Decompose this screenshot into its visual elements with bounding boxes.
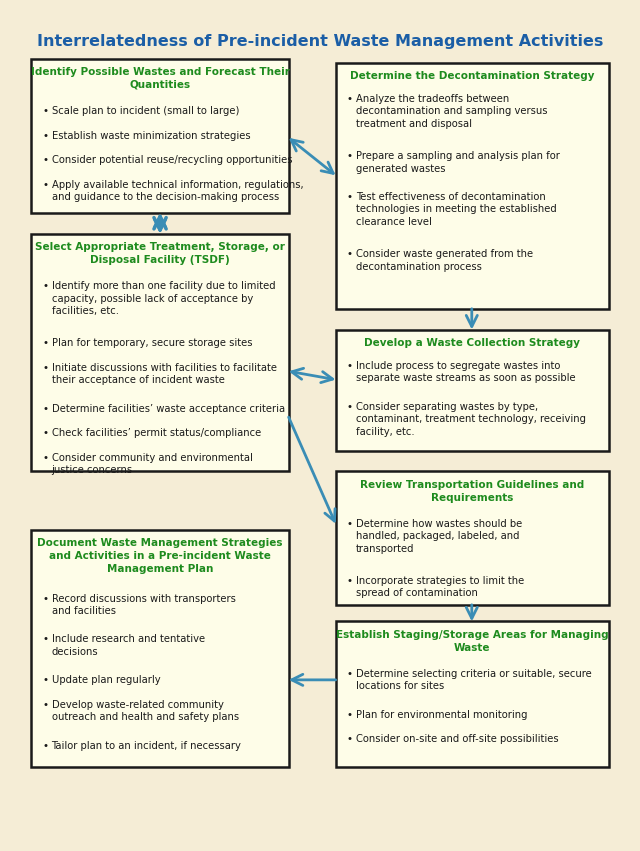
Text: Develop a Waste Collection Strategy: Develop a Waste Collection Strategy	[364, 338, 580, 348]
Text: •: •	[347, 94, 353, 104]
Text: •: •	[43, 404, 49, 414]
Text: •: •	[43, 593, 49, 603]
Text: Consider separating wastes by type,
contaminant, treatment technology, receiving: Consider separating wastes by type, cont…	[356, 402, 586, 437]
Text: Consider on-site and off-site possibilities: Consider on-site and off-site possibilit…	[356, 734, 558, 745]
Text: •: •	[347, 402, 353, 412]
Text: •: •	[347, 576, 353, 586]
Text: •: •	[43, 155, 49, 165]
Text: Interrelatedness of Pre-incident Waste Management Activities: Interrelatedness of Pre-incident Waste M…	[37, 34, 603, 49]
FancyBboxPatch shape	[336, 621, 609, 768]
Text: Incorporate strategies to limit the
spread of contamination: Incorporate strategies to limit the spre…	[356, 576, 524, 598]
Text: •: •	[347, 734, 353, 745]
Text: Apply available technical information, regulations,
and guidance to the decision: Apply available technical information, r…	[52, 180, 303, 203]
Text: Identify Possible Wastes and Forecast Their
Quantities: Identify Possible Wastes and Forecast Th…	[31, 67, 289, 89]
Text: Review Transportation Guidelines and
Requirements: Review Transportation Guidelines and Req…	[360, 480, 584, 502]
Text: •: •	[43, 180, 49, 190]
Text: •: •	[43, 106, 49, 116]
Text: •: •	[43, 339, 49, 348]
Text: Analyze the tradeoffs between
decontamination and sampling versus
treatment and : Analyze the tradeoffs between decontamin…	[356, 94, 547, 129]
Text: Include process to segregate wastes into
separate waste streams as soon as possi: Include process to segregate wastes into…	[356, 361, 575, 383]
FancyBboxPatch shape	[31, 59, 289, 213]
FancyBboxPatch shape	[336, 63, 609, 309]
Text: •: •	[43, 281, 49, 291]
Text: Document Waste Management Strategies
and Activities in a Pre-incident Waste
Mana: Document Waste Management Strategies and…	[37, 538, 283, 574]
Text: Consider potential reuse/recycling opportunities: Consider potential reuse/recycling oppor…	[52, 155, 292, 165]
FancyBboxPatch shape	[336, 471, 609, 605]
Text: •: •	[347, 710, 353, 720]
FancyBboxPatch shape	[31, 234, 289, 471]
Text: •: •	[43, 131, 49, 140]
Text: •: •	[347, 519, 353, 529]
Text: Record discussions with transporters
and facilities: Record discussions with transporters and…	[52, 593, 236, 616]
Text: Consider waste generated from the
decontamination process: Consider waste generated from the decont…	[356, 249, 533, 271]
Text: Determine the Decontamination Strategy: Determine the Decontamination Strategy	[350, 71, 595, 81]
Text: •: •	[43, 740, 49, 751]
Text: Include research and tentative
decisions: Include research and tentative decisions	[52, 634, 205, 657]
Text: Scale plan to incident (small to large): Scale plan to incident (small to large)	[52, 106, 239, 116]
Text: Identify more than one facility due to limited
capacity, possible lack of accept: Identify more than one facility due to l…	[52, 281, 275, 316]
Text: Determine selecting criteria or suitable, secure
locations for sites: Determine selecting criteria or suitable…	[356, 669, 591, 691]
Text: •: •	[347, 151, 353, 161]
Text: Develop waste-related community
outreach and health and safety plans: Develop waste-related community outreach…	[52, 700, 239, 722]
Text: •: •	[347, 669, 353, 679]
Text: •: •	[347, 361, 353, 371]
Text: •: •	[43, 453, 49, 463]
Text: •: •	[43, 363, 49, 373]
Text: Establish Staging/Storage Areas for Managing
Waste: Establish Staging/Storage Areas for Mana…	[336, 630, 609, 653]
Text: Determine how wastes should be
handled, packaged, labeled, and
transported: Determine how wastes should be handled, …	[356, 519, 522, 554]
Text: Establish waste minimization strategies: Establish waste minimization strategies	[52, 131, 250, 140]
Text: Check facilities’ permit status/compliance: Check facilities’ permit status/complian…	[52, 428, 261, 438]
Text: •: •	[43, 634, 49, 644]
Text: Initiate discussions with facilities to facilitate
their acceptance of incident : Initiate discussions with facilities to …	[52, 363, 276, 386]
Text: Test effectiveness of decontamination
technologies in meeting the established
cl: Test effectiveness of decontamination te…	[356, 192, 557, 226]
Text: Plan for temporary, secure storage sites: Plan for temporary, secure storage sites	[52, 339, 252, 348]
Text: •: •	[43, 428, 49, 438]
Text: Select Appropriate Treatment, Storage, or
Disposal Facility (TSDF): Select Appropriate Treatment, Storage, o…	[35, 242, 285, 265]
Text: Consider community and environmental
justice concerns: Consider community and environmental jus…	[52, 453, 252, 476]
FancyBboxPatch shape	[31, 529, 289, 768]
Text: Prepare a sampling and analysis plan for
generated wastes: Prepare a sampling and analysis plan for…	[356, 151, 559, 174]
Text: •: •	[43, 700, 49, 710]
Text: •: •	[347, 249, 353, 259]
Text: Tailor plan to an incident, if necessary: Tailor plan to an incident, if necessary	[52, 740, 241, 751]
Text: Update plan regularly: Update plan regularly	[52, 676, 160, 685]
Text: •: •	[43, 676, 49, 685]
Text: •: •	[347, 192, 353, 202]
FancyBboxPatch shape	[336, 329, 609, 450]
Text: Plan for environmental monitoring: Plan for environmental monitoring	[356, 710, 527, 720]
Text: Determine facilities’ waste acceptance criteria: Determine facilities’ waste acceptance c…	[52, 404, 285, 414]
